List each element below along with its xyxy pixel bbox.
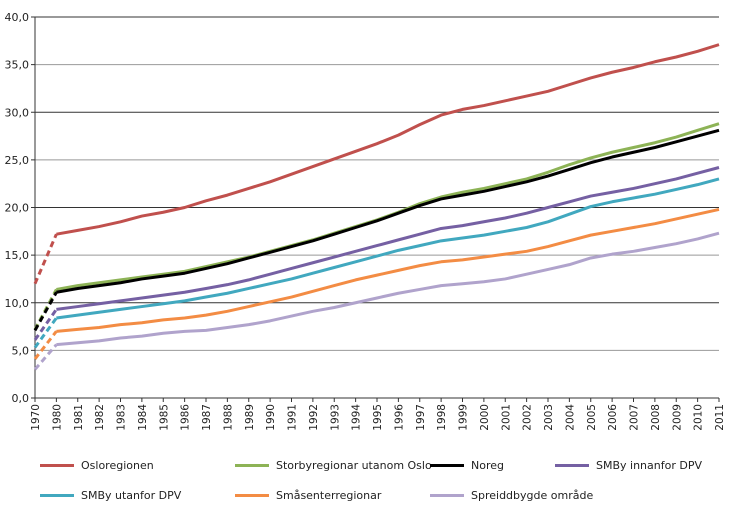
x-tick-label: 2010 bbox=[693, 404, 705, 431]
x-tick-label: 1986 bbox=[180, 404, 192, 431]
series-småsenterregionar-line bbox=[56, 207, 720, 333]
y-tick-label: 20,0 bbox=[5, 202, 30, 215]
x-tick-label: 1983 bbox=[116, 404, 128, 431]
x-tick-label: 2002 bbox=[522, 404, 534, 431]
series-storbyregionar-utanom-oslo-line bbox=[56, 122, 720, 291]
x-tick-label: 1985 bbox=[158, 404, 170, 431]
series-osloregionen-line bbox=[56, 43, 720, 236]
x-tick-label: 1993 bbox=[329, 404, 341, 431]
x-tick-label: 1970 bbox=[30, 404, 42, 431]
x-tick-label: 1995 bbox=[372, 404, 384, 431]
x-tick-label: 2000 bbox=[479, 404, 491, 431]
x-tick-label: 2006 bbox=[607, 404, 619, 431]
series-smby-innanfor-dpv-line bbox=[56, 166, 720, 311]
x-tick-label: 1982 bbox=[94, 404, 106, 431]
series-smby-innanfor-dpv-dashed bbox=[33, 308, 58, 341]
y-tick-label: 15,0 bbox=[5, 249, 30, 262]
x-tick-label: 1994 bbox=[351, 404, 363, 431]
x-tick-label: 2003 bbox=[543, 404, 555, 431]
x-tick-label: 1984 bbox=[137, 404, 149, 431]
series-osloregionen-dashed bbox=[33, 233, 58, 285]
y-tick-label: 30,0 bbox=[5, 106, 30, 119]
x-tick-label: 1981 bbox=[73, 404, 85, 431]
x-tick-label: 1988 bbox=[222, 404, 234, 431]
series-noreg-dashed bbox=[33, 291, 58, 332]
x-tick-label: 2004 bbox=[564, 404, 576, 431]
x-tick-label: 1991 bbox=[287, 404, 299, 431]
x-tick-label: 2008 bbox=[650, 404, 662, 431]
series-spreiddbygde-område-dashed bbox=[33, 343, 58, 371]
series-noreg-line bbox=[56, 128, 720, 294]
x-tick-label: 1980 bbox=[51, 404, 63, 431]
series-spreiddbygde-område-line bbox=[56, 231, 720, 347]
y-tick-label: 5,0 bbox=[12, 344, 30, 357]
x-tick-label: 2005 bbox=[586, 404, 598, 431]
y-tick-label: 40,0 bbox=[5, 11, 30, 24]
x-tick-label: 1992 bbox=[308, 404, 320, 431]
x-tick-label: 1987 bbox=[201, 404, 213, 431]
x-tick-label: 1989 bbox=[244, 404, 256, 431]
series-smby-utanfor-dpv-dashed bbox=[33, 317, 58, 349]
x-tick-label: 2009 bbox=[671, 404, 683, 431]
x-tick-label: 1997 bbox=[415, 404, 427, 431]
x-tick-label: 1998 bbox=[436, 404, 448, 431]
series-smby-utanfor-dpv-line bbox=[56, 177, 720, 320]
x-tick-label: 1999 bbox=[458, 404, 470, 431]
y-tick-label: 35,0 bbox=[5, 59, 30, 72]
y-tick-label: 10,0 bbox=[5, 297, 30, 310]
series-småsenterregionar-dashed bbox=[33, 330, 58, 360]
x-tick-label: 1990 bbox=[265, 404, 277, 431]
x-tick-label: 2007 bbox=[629, 404, 641, 431]
y-tick-label: 25,0 bbox=[5, 154, 30, 167]
y-tick-label: 0,0 bbox=[12, 392, 30, 405]
x-tick-label: 2001 bbox=[500, 404, 512, 431]
x-tick-label: 1996 bbox=[393, 404, 405, 431]
x-tick-label: 2011 bbox=[714, 404, 726, 431]
